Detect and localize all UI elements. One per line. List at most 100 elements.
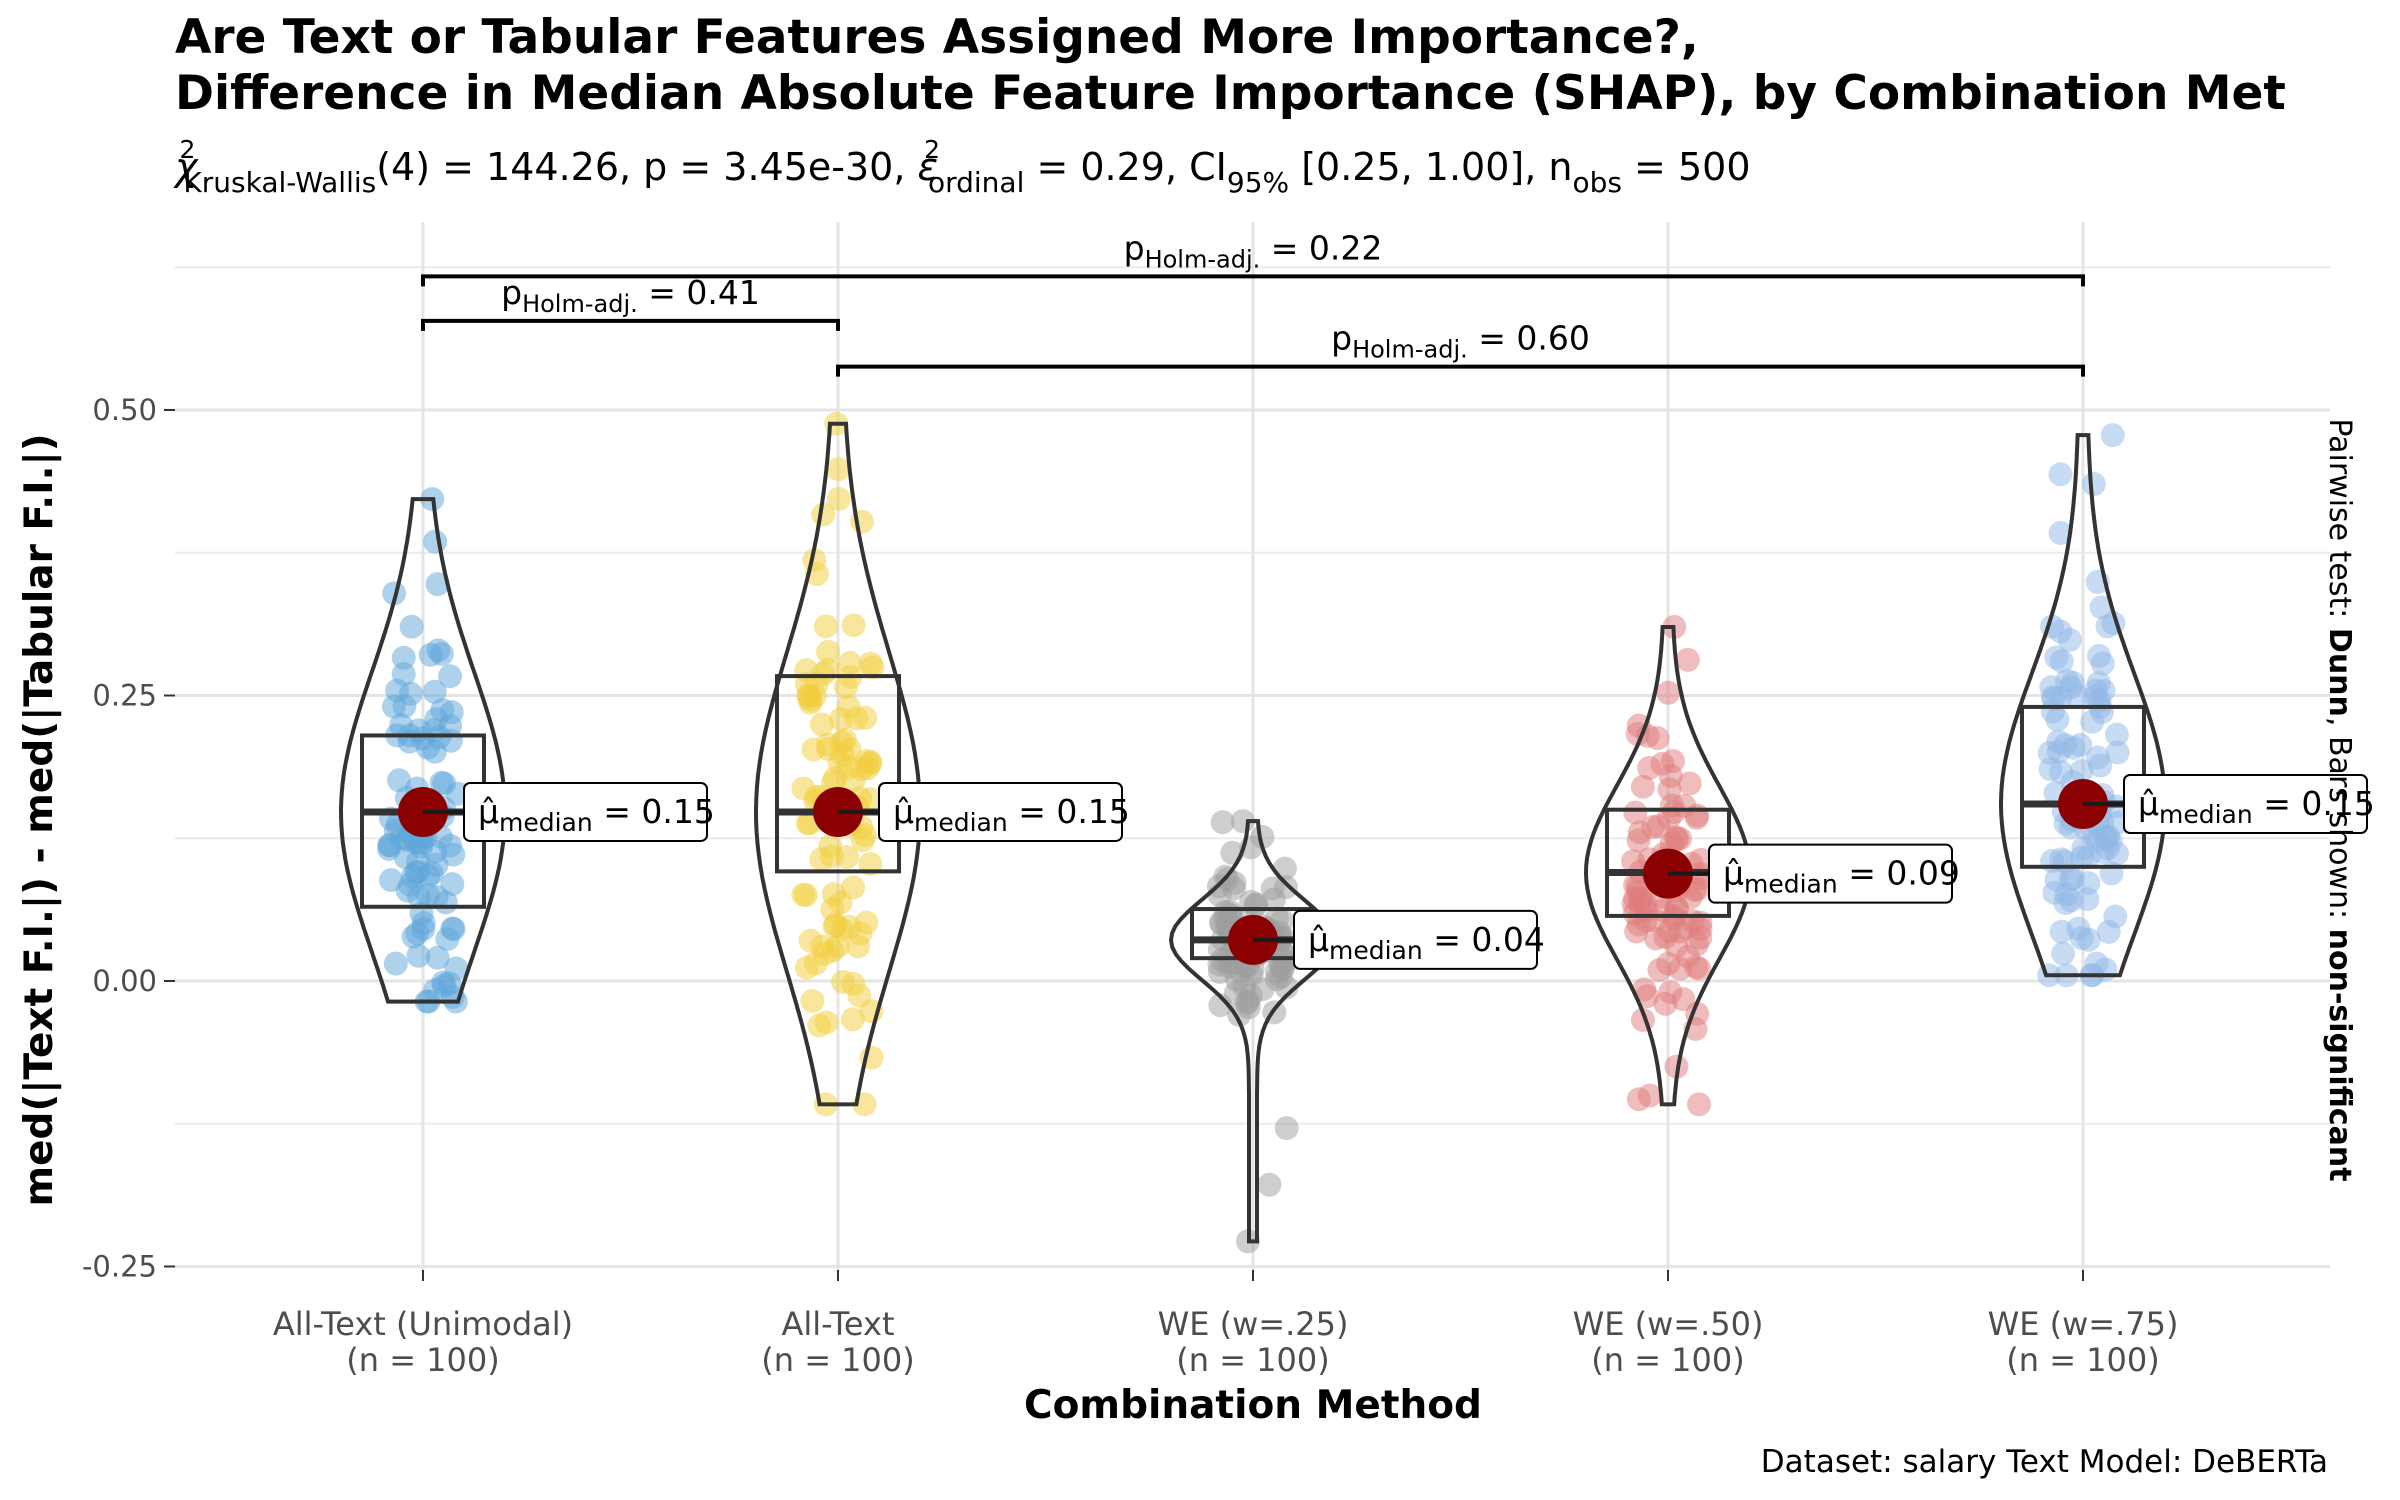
- x-tick-label: All-Text: [782, 1305, 895, 1343]
- pairwise-bracket: [421, 318, 840, 331]
- data-point: [401, 924, 426, 949]
- data-point: [1630, 774, 1655, 799]
- data-point: [800, 988, 825, 1013]
- data-point: [2048, 520, 2073, 545]
- data-point: [406, 718, 431, 743]
- x-tick-label: WE (w=.50): [1573, 1305, 1764, 1343]
- data-point: [383, 951, 408, 976]
- data-point: [429, 770, 454, 795]
- data-point: [2059, 888, 2084, 913]
- chart-subtitle: χ2 Kruskal-Wallis(4) = 144.26, p = 3.45e-…: [173, 135, 1751, 199]
- data-point: [818, 833, 843, 858]
- data-point: [1675, 647, 1700, 672]
- data-point: [1623, 800, 1648, 825]
- data-point: [379, 868, 404, 893]
- median-label-box: [463, 781, 708, 842]
- data-point: [2040, 699, 2065, 724]
- data-point: [841, 875, 866, 900]
- pairwise-test-label: Pairwise test: Dunn, Bars shown: non-sig…: [2322, 418, 2357, 1181]
- y-tick-label: 0.50: [92, 393, 157, 427]
- data-point: [801, 737, 826, 762]
- data-point: [2089, 595, 2114, 620]
- violin: [1168, 819, 1338, 1244]
- data-point: [1257, 1172, 1282, 1197]
- data-point: [2100, 423, 2125, 448]
- data-point: [2104, 722, 2129, 747]
- data-point: [422, 679, 447, 704]
- data-point: [391, 662, 416, 687]
- data-point: [823, 912, 848, 937]
- data-point: [1677, 771, 1702, 796]
- data-point: [840, 1007, 865, 1032]
- data-point: [1687, 1092, 1712, 1117]
- x-tick-n-label: (n = 100): [2006, 1341, 2159, 1379]
- data-point: [2054, 668, 2079, 693]
- data-point: [425, 572, 450, 597]
- data-point: [809, 712, 834, 737]
- data-point: [826, 486, 851, 511]
- data-point: [858, 751, 883, 776]
- data-point: [406, 943, 431, 968]
- data-point: [1656, 680, 1681, 705]
- data-point: [845, 934, 870, 959]
- data-point: [398, 872, 423, 897]
- data-point: [826, 457, 851, 482]
- data-point: [426, 638, 451, 663]
- data-point: [816, 639, 841, 664]
- data-point: [2103, 904, 2128, 929]
- data-point: [1684, 805, 1709, 830]
- data-point: [814, 1010, 839, 1035]
- data-point: [1645, 726, 1670, 751]
- pairwise-bracket: [836, 364, 2085, 377]
- violin: [753, 421, 923, 1107]
- data-point: [1643, 926, 1668, 951]
- median-label: μ̂median = 0.09: [1723, 854, 1960, 899]
- data-point: [1274, 1116, 1299, 1141]
- x-axis-title: Combination Method: [1024, 1383, 1482, 1428]
- data-point: [822, 766, 847, 791]
- median-points: [398, 778, 2143, 965]
- data-point: [438, 833, 463, 858]
- chart-title-line-2: Difference in Median Absolute Feature Im…: [175, 66, 2286, 121]
- data-point: [441, 917, 466, 942]
- pairwise-p-value: pHolm-adj. = 0.60: [1331, 319, 1590, 364]
- data-point: [1658, 764, 1683, 789]
- data-point: [2105, 740, 2130, 765]
- data-point: [1632, 977, 1657, 1002]
- data-point: [2057, 627, 2082, 652]
- pairwise-brackets: pHolm-adj. = 0.41 pHolm-adj. = 0.22 pHolm-…: [421, 228, 2085, 377]
- x-tick-label: WE (w=.25): [1158, 1305, 1349, 1343]
- jitter-points: [376, 411, 2130, 1254]
- data-point: [2081, 472, 2106, 497]
- median-labels: μ̂median = 0.15 μ̂median = 0.15 μ̂median =…: [463, 773, 2375, 970]
- data-point: [1628, 893, 1653, 918]
- y-tick-labels: 0.50 0.25 0.00 -0.25: [82, 393, 175, 1284]
- box: [775, 674, 901, 874]
- data-point: [1260, 876, 1285, 901]
- data-point: [381, 694, 406, 719]
- data-point: [2104, 841, 2129, 866]
- data-point: [2088, 753, 2113, 778]
- median-label: μ̂median = 0.15: [2138, 784, 2375, 829]
- data-point: [825, 934, 850, 959]
- data-point: [1656, 806, 1681, 831]
- x-tick-n-label: (n = 100): [1591, 1341, 1744, 1379]
- median-label-box: [2123, 773, 2368, 834]
- data-point: [1688, 925, 1713, 950]
- y-tick-label: 0.00: [92, 964, 157, 998]
- data-point: [815, 657, 840, 682]
- data-point: [422, 739, 447, 764]
- pairwise-p-value: pHolm-adj. = 0.22: [1124, 228, 1383, 273]
- data-point: [831, 969, 856, 994]
- data-point: [398, 681, 423, 706]
- data-point: [1664, 934, 1689, 959]
- data-point: [1626, 828, 1651, 853]
- median-label-box: [1708, 843, 1953, 904]
- data-point: [813, 614, 838, 639]
- data-point: [2049, 649, 2074, 674]
- data-point: [389, 826, 414, 851]
- data-point: [2061, 735, 2086, 760]
- violin: [1583, 624, 1753, 1107]
- x-tick-labels: All-Text (Unimodal)(n = 100)All-Text(n =…: [273, 1270, 2178, 1379]
